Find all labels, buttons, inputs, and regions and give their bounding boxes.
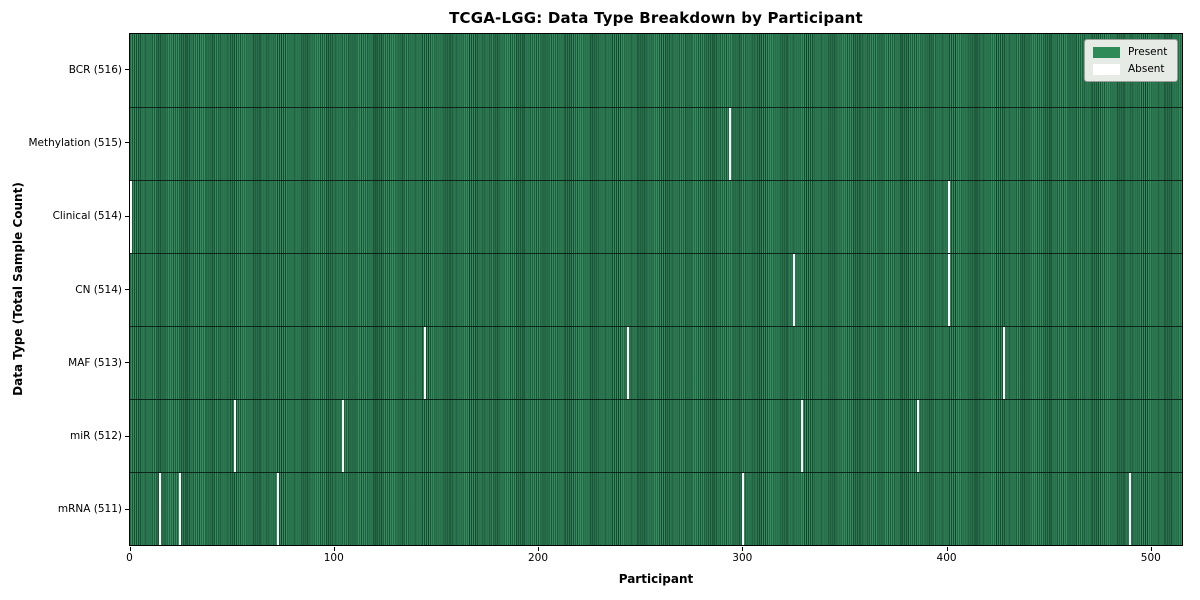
- chart-title: TCGA-LGG: Data Type Breakdown by Partici…: [449, 9, 863, 27]
- y-tick-label-Methylation: Methylation (515): [28, 136, 122, 149]
- absent-gap-MAF-428: [1002, 326, 1005, 399]
- y-tick-mark-mRNA: [125, 508, 129, 510]
- row-MAF: [130, 325, 1182, 399]
- absent-gap-miR-51: [233, 399, 236, 472]
- y-tick-label-CN: CN (514): [75, 283, 122, 296]
- x-tick-label-0: 0: [126, 552, 133, 564]
- y-tick-mark-BCR: [125, 69, 129, 71]
- x-tick-label-500: 500: [1140, 552, 1161, 564]
- x-axis-title: Participant: [618, 572, 694, 586]
- legend-swatch-absent: [1093, 63, 1120, 75]
- x-tick-mark-200: [538, 547, 540, 551]
- y-tick-label-mRNA: mRNA (511): [57, 503, 122, 516]
- absent-gap-MAF-144: [423, 326, 426, 399]
- y-tick-mark-Clinical: [125, 215, 129, 217]
- x-tick-label-200: 200: [527, 552, 549, 564]
- plot-area: [129, 33, 1183, 546]
- absent-gap-Methylation-294: [729, 107, 732, 180]
- legend-label-present: Present: [1128, 46, 1168, 58]
- absent-gap-miR-386: [916, 399, 919, 472]
- absent-gap-Clinical-0: [130, 180, 133, 253]
- absent-gap-Clinical-401: [947, 180, 950, 253]
- x-tick-mark-500: [1150, 547, 1152, 551]
- legend-swatch-present: [1093, 46, 1120, 58]
- y-tick-label-Clinical: Clinical (514): [52, 210, 122, 223]
- y-tick-mark-CN: [125, 289, 129, 290]
- x-tick-mark-400: [946, 547, 948, 551]
- absent-gap-CN-401: [947, 253, 950, 326]
- row-mRNA: [130, 471, 1182, 545]
- x-tick-mark-0: [129, 547, 131, 551]
- row-CN: [130, 252, 1182, 326]
- y-tick-label-MAF: MAF (513): [68, 356, 122, 369]
- absent-gap-mRNA-24: [178, 472, 181, 545]
- legend-entry-absent: Absent: [1093, 63, 1169, 75]
- legend-label-absent: Absent: [1128, 63, 1165, 75]
- row-Clinical: [130, 179, 1182, 253]
- absent-gap-mRNA-14: [158, 472, 161, 545]
- legend-entry-present: Present: [1093, 46, 1169, 58]
- row-BCR: [130, 34, 1182, 107]
- y-tick-mark-MAF: [125, 362, 129, 364]
- absent-gap-CN-325: [792, 253, 795, 326]
- y-axis-title: Data Type (Total Sample Count): [11, 182, 25, 396]
- absent-gap-mRNA-72: [276, 472, 279, 545]
- absent-gap-mRNA-490: [1128, 472, 1132, 545]
- y-tick-mark-Methylation: [125, 142, 129, 144]
- legend: Present Absent: [1084, 39, 1178, 82]
- x-tick-label-400: 400: [936, 552, 957, 564]
- x-tick-label-300: 300: [732, 552, 753, 564]
- y-tick-mark-miR: [125, 435, 129, 437]
- absent-gap-MAF-244: [627, 326, 630, 399]
- x-tick-mark-100: [333, 547, 335, 551]
- absent-gap-miR-329: [800, 399, 803, 472]
- x-tick-mark-300: [742, 547, 744, 551]
- x-tick-label-100: 100: [323, 552, 344, 564]
- absent-gap-miR-104: [342, 399, 345, 472]
- row-miR: [130, 398, 1182, 472]
- y-tick-label-miR: miR (512): [69, 430, 122, 443]
- row-Methylation: [130, 106, 1182, 180]
- absent-gap-mRNA-300: [741, 472, 744, 545]
- y-tick-label-BCR: BCR (516): [68, 63, 122, 76]
